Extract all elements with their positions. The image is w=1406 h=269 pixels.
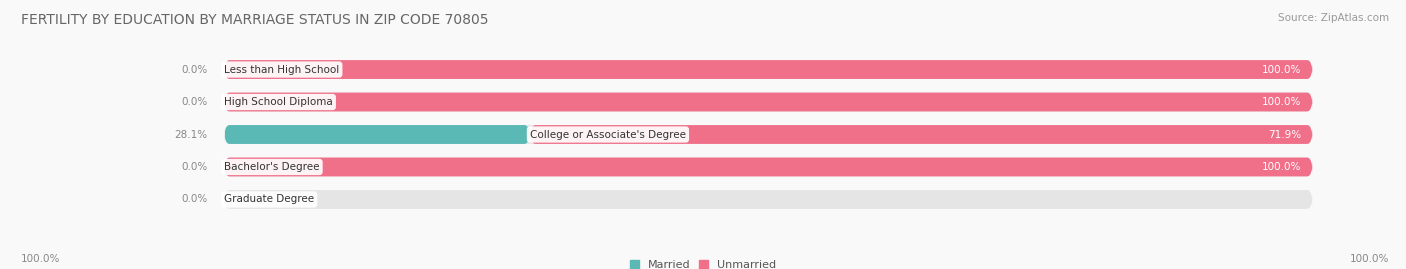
Legend: Married, Unmarried: Married, Unmarried [630,260,776,269]
FancyBboxPatch shape [224,158,1313,176]
Text: 100.0%: 100.0% [1350,254,1389,264]
Text: 0.0%: 0.0% [181,194,208,204]
Text: Source: ZipAtlas.com: Source: ZipAtlas.com [1278,13,1389,23]
Text: 0.0%: 0.0% [235,194,262,204]
FancyBboxPatch shape [224,60,1313,79]
Text: 71.9%: 71.9% [1268,129,1302,140]
Text: Bachelor's Degree: Bachelor's Degree [224,162,319,172]
FancyBboxPatch shape [224,190,1313,209]
FancyBboxPatch shape [224,93,1313,111]
FancyBboxPatch shape [224,60,1313,79]
Text: Less than High School: Less than High School [224,65,339,75]
Text: College or Associate's Degree: College or Associate's Degree [530,129,686,140]
Text: 0.0%: 0.0% [181,65,208,75]
FancyBboxPatch shape [224,93,1313,111]
FancyBboxPatch shape [224,125,530,144]
Text: FERTILITY BY EDUCATION BY MARRIAGE STATUS IN ZIP CODE 70805: FERTILITY BY EDUCATION BY MARRIAGE STATU… [21,13,489,27]
FancyBboxPatch shape [224,158,1313,176]
Text: High School Diploma: High School Diploma [224,97,333,107]
FancyBboxPatch shape [530,125,1313,144]
Text: 100.0%: 100.0% [1263,97,1302,107]
Text: 0.0%: 0.0% [181,97,208,107]
Text: 100.0%: 100.0% [1263,162,1302,172]
Text: 0.0%: 0.0% [181,162,208,172]
Text: 28.1%: 28.1% [174,129,208,140]
FancyBboxPatch shape [224,125,1313,144]
Text: 100.0%: 100.0% [21,254,60,264]
Text: 100.0%: 100.0% [1263,65,1302,75]
Text: Graduate Degree: Graduate Degree [224,194,314,204]
